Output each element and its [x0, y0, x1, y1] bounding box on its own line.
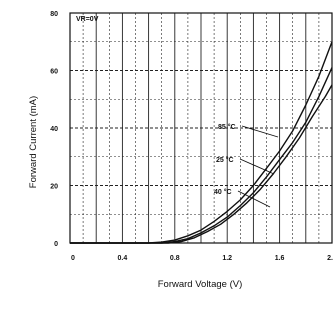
y-tick-label: 20: [50, 184, 58, 191]
y-tick-label: 80: [50, 11, 58, 18]
x-tick-label: 0.4: [118, 255, 128, 262]
series-annotations: 85 °C 25 °C 40 °C: [214, 123, 279, 208]
series-line-0: [70, 41, 333, 244]
series-label: 85 °C: [218, 123, 236, 131]
annotation-leader: [237, 190, 271, 208]
y-tick-label: 40: [50, 126, 58, 133]
y-axis-label: Forward Current (mA): [28, 96, 39, 188]
annotation-leader: [239, 158, 275, 175]
series-label: 25 °C: [216, 156, 234, 164]
x-tick-label: 2.0: [327, 255, 333, 262]
series-line-1: [70, 67, 333, 244]
grid-lines: [70, 13, 332, 243]
x-tick-label: 0.8: [170, 255, 180, 262]
plot-frame: [69, 12, 333, 244]
series-curves: [70, 41, 333, 244]
x-tick-label: 1.6: [275, 255, 285, 262]
x-axis-label: Forward Voltage (V): [158, 279, 242, 290]
x-tick-label: 0: [71, 255, 75, 262]
series-line-2: [70, 84, 333, 244]
tick-labels: 0 0.4 0.8 1.2 1.6 2.0 0 20 40 60 80: [50, 11, 333, 262]
y-tick-label: 60: [50, 69, 58, 76]
x-tick-label: 1.2: [222, 255, 232, 262]
annotation-leader: [241, 125, 279, 138]
series-label: 40 °C: [214, 188, 232, 196]
condition-label: VR=0V: [76, 16, 99, 23]
y-tick-label: 0: [54, 241, 58, 248]
